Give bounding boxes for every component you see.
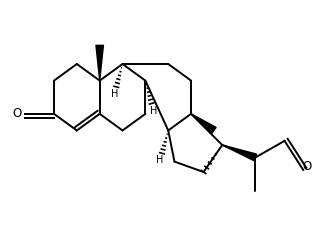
Polygon shape <box>222 145 257 161</box>
Text: O: O <box>13 107 22 120</box>
Text: O: O <box>303 160 312 173</box>
Text: H: H <box>150 105 157 116</box>
Polygon shape <box>96 45 103 81</box>
Text: H: H <box>156 155 164 165</box>
Text: H: H <box>110 89 118 99</box>
Polygon shape <box>191 114 216 134</box>
